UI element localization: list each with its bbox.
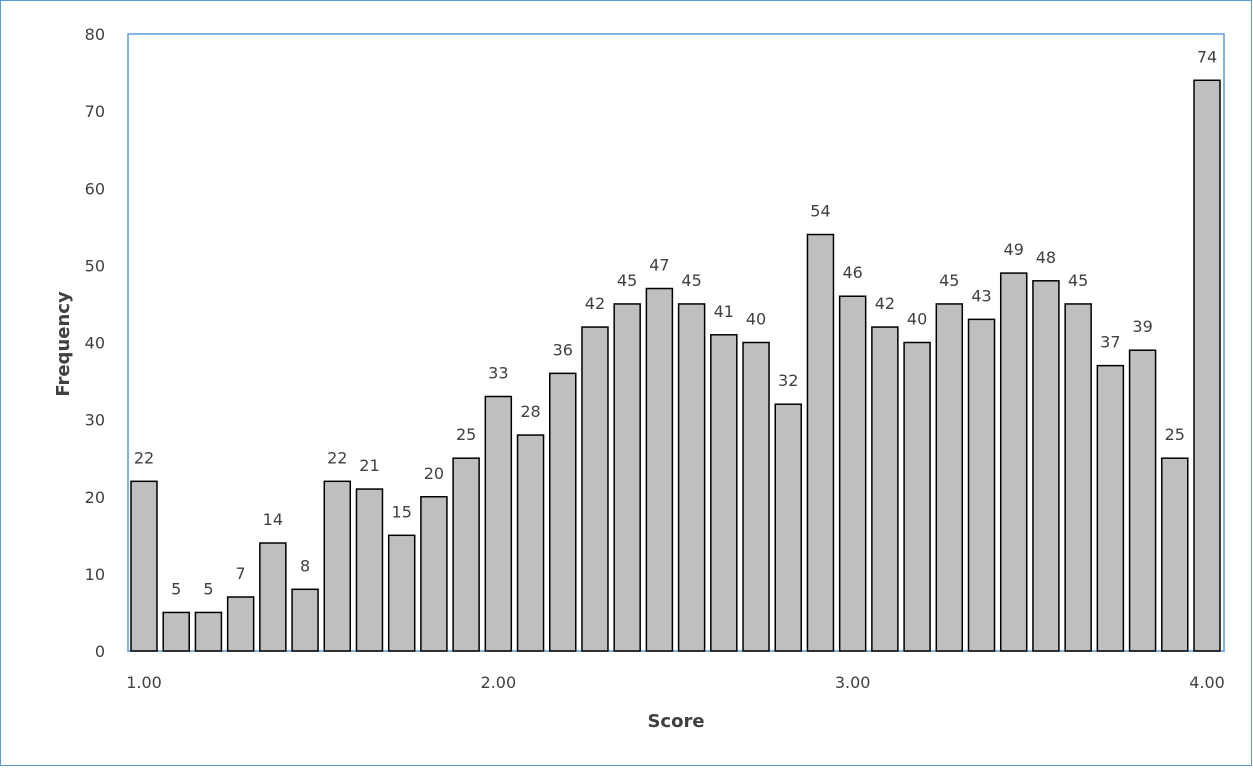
bar <box>677 303 706 652</box>
data-label: 32 <box>778 371 798 390</box>
data-label: 45 <box>681 271 701 290</box>
bar <box>194 611 223 652</box>
data-label: 41 <box>714 302 734 321</box>
plot-area <box>127 33 1225 652</box>
bar <box>806 233 835 652</box>
y-axis-title: Frequency <box>53 291 74 397</box>
bar <box>613 303 641 652</box>
data-label: 48 <box>1036 248 1056 267</box>
bar <box>742 341 770 652</box>
bar <box>871 326 899 652</box>
bar <box>387 534 416 652</box>
data-labels: 22 5 5 7 14 8 22 21 15 20 25 33 28 36 42 45 47 45 41 40 32 54… <box>134 47 1217 598</box>
data-label: 22 <box>134 448 154 467</box>
bar <box>355 488 384 652</box>
bar <box>259 542 287 652</box>
data-label: 49 <box>1004 240 1024 259</box>
data-label: 74 <box>1197 47 1217 66</box>
data-label: 47 <box>649 256 669 275</box>
data-label: 8 <box>300 556 310 575</box>
bar <box>1096 364 1125 652</box>
y-tick-label: 0 <box>95 642 105 661</box>
bar <box>1064 303 1092 652</box>
bar <box>162 611 190 652</box>
bar <box>1128 349 1157 652</box>
data-label: 45 <box>1068 271 1088 290</box>
x-tick-label: 1.00 <box>126 673 162 692</box>
x-tick-label: 3.00 <box>835 673 871 692</box>
bar <box>581 326 609 652</box>
bar <box>452 457 480 652</box>
bar <box>999 272 1028 652</box>
bar <box>549 372 577 652</box>
bars <box>130 79 1221 652</box>
data-label: 25 <box>456 425 476 444</box>
bar <box>838 295 867 652</box>
bar <box>484 395 513 652</box>
x-axis-title: Score <box>647 711 704 732</box>
data-label: 22 <box>327 448 347 467</box>
data-label: 45 <box>939 271 959 290</box>
data-label: 43 <box>971 286 991 305</box>
bar <box>645 287 674 652</box>
y-axis-ticks: 0 10 20 30 40 50 60 70 80 <box>85 25 105 661</box>
y-tick-label: 60 <box>85 179 105 198</box>
bar <box>774 403 802 652</box>
data-label: 25 <box>1165 425 1185 444</box>
data-label: 15 <box>392 502 412 521</box>
y-tick-label: 20 <box>85 488 105 507</box>
y-tick-label: 80 <box>85 25 105 44</box>
bar <box>291 588 319 652</box>
data-label: 21 <box>359 456 379 475</box>
bar <box>967 318 996 652</box>
data-label: 46 <box>842 263 862 282</box>
data-label: 7 <box>236 564 246 583</box>
data-label: 40 <box>907 310 927 329</box>
bar <box>130 480 158 652</box>
data-label: 14 <box>263 510 283 529</box>
data-label: 5 <box>171 579 181 598</box>
data-label: 5 <box>203 579 213 598</box>
data-label: 37 <box>1100 333 1120 352</box>
data-label: 45 <box>617 271 637 290</box>
y-tick-label: 10 <box>85 565 105 584</box>
data-label: 42 <box>585 294 605 313</box>
bar <box>1032 280 1060 652</box>
data-label: 54 <box>810 202 830 221</box>
x-axis-ticks: 1.00 2.00 3.00 4.00 <box>126 673 1225 692</box>
x-tick-label: 4.00 <box>1189 673 1225 692</box>
bar <box>710 334 738 652</box>
data-label: 33 <box>488 363 508 382</box>
data-label: 20 <box>424 464 444 483</box>
bar <box>1193 79 1221 652</box>
y-tick-label: 50 <box>85 256 105 275</box>
x-tick-label: 2.00 <box>481 673 517 692</box>
y-tick-label: 40 <box>85 334 105 353</box>
bar <box>935 303 964 652</box>
bar <box>323 480 352 652</box>
bar <box>420 496 448 652</box>
data-label: 42 <box>875 294 895 313</box>
bar <box>516 434 545 652</box>
data-label: 28 <box>520 402 540 421</box>
bar <box>903 341 931 652</box>
data-label: 39 <box>1132 317 1152 336</box>
data-label: 40 <box>746 310 766 329</box>
y-tick-label: 30 <box>85 411 105 430</box>
bar <box>1161 457 1189 652</box>
plot-border <box>127 33 1225 652</box>
y-tick-label: 70 <box>85 102 105 121</box>
bar <box>226 596 255 652</box>
data-label: 36 <box>553 340 573 359</box>
